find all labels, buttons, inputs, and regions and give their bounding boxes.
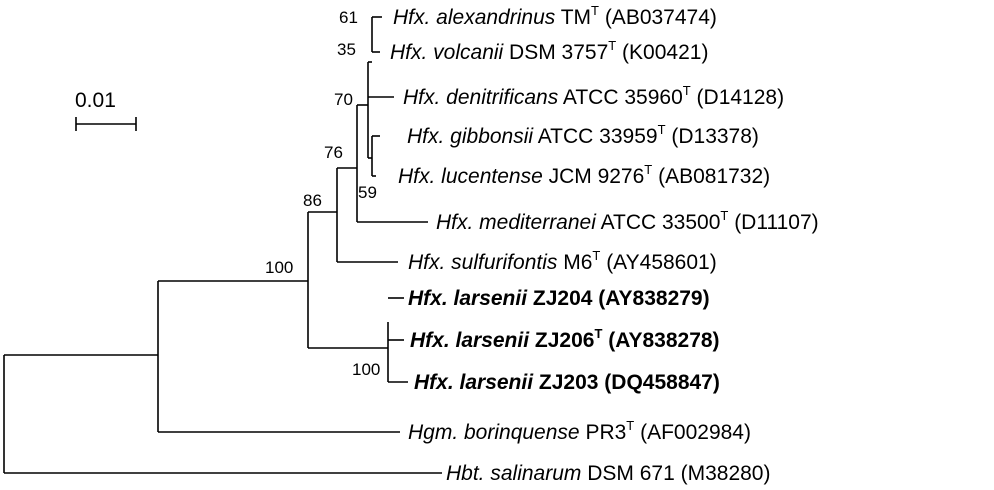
taxon-strain: ATCC 33959	[533, 125, 658, 148]
taxon-species-name: Hfx. denitrificans	[403, 86, 559, 109]
bootstrap-100-upper: 100	[265, 258, 293, 277]
type-strain-mark: T	[594, 326, 602, 341]
taxon-label: Hfx. larsenii ZJ206T (AY838278)	[410, 326, 720, 352]
taxon-strain: M6	[557, 251, 592, 274]
taxon-accession: (AY458601)	[600, 251, 716, 274]
type-strain-mark: T	[591, 3, 599, 18]
taxon-strain: ATCC 33500	[596, 211, 721, 234]
taxon-accession: (D11107)	[728, 211, 818, 234]
taxon-species-name: Hfx. mediterranei	[436, 211, 597, 234]
taxon-label: Hfx. denitrificans ATCC 35960T (D14128)	[403, 83, 784, 109]
taxon-species-name: Hfx. lucentense	[398, 165, 543, 188]
taxon-species-name: Hfx. volcanii	[390, 41, 505, 64]
taxon-species-name: Hfx. gibbonsii	[407, 125, 534, 148]
type-strain-mark: T	[720, 208, 728, 223]
taxon-accession: (D13378)	[666, 125, 759, 148]
taxon-species-name: Hfx. larsenii	[408, 287, 528, 310]
bootstrap-61: 61	[339, 8, 358, 27]
taxon-strain: ZJ203	[533, 371, 598, 394]
taxon-accession: (DQ458847)	[598, 371, 719, 394]
type-strain-mark: T	[644, 162, 652, 177]
taxon-label: Hfx. lucentense JCM 9276T (AB081732)	[398, 162, 770, 188]
taxon-strain: PR3	[580, 421, 627, 444]
taxon-label: Hbt. salinarum DSM 671 (M38280)	[446, 462, 770, 485]
bootstrap-35: 35	[337, 40, 356, 59]
bootstrap-100-larsenii: 100	[352, 360, 380, 379]
taxon-species-name: Hfx. sulfurifontis	[408, 251, 558, 274]
bootstrap-59: 59	[358, 183, 377, 202]
bootstrap-70: 70	[334, 90, 353, 109]
type-strain-mark: T	[592, 248, 600, 263]
type-strain-mark: T	[608, 38, 616, 53]
taxon-strain: ZJ204	[527, 287, 593, 310]
taxon-accession: (AY838279)	[592, 287, 709, 310]
scale-bar-label: 0.01	[75, 89, 116, 112]
taxon-strain: ZJ206	[529, 329, 594, 352]
taxon-label: Hfx. alexandrinus TMT (AB037474)	[393, 3, 717, 29]
taxon-label: Hfx. gibbonsii ATCC 33959T (D13378)	[407, 122, 759, 148]
taxon-strain: JCM 9276	[543, 165, 645, 188]
bootstrap-86: 86	[303, 191, 322, 210]
taxon-species-name: Hfx. larsenii	[414, 371, 534, 394]
taxon-species-name: Hfx. alexandrinus	[393, 6, 556, 29]
taxon-label: Hfx. larsenii ZJ204 (AY838279)	[408, 287, 710, 310]
taxon-strain: ATCC 35960	[558, 86, 683, 109]
tree-branches	[3, 16, 442, 474]
taxon-label: Hfx. mediterranei ATCC 33500T (D11107)	[436, 208, 819, 234]
taxon-accession: (AB037474)	[599, 6, 717, 29]
taxon-strain: DSM 3757	[503, 41, 608, 64]
taxon-label: Hfx. volcanii DSM 3757T (K00421)	[390, 38, 708, 64]
taxon-accession: (AY838278)	[602, 329, 719, 352]
taxon-species-name: Hfx. larsenii	[410, 329, 530, 352]
taxon-accession: (M38280)	[675, 462, 771, 485]
taxon-accession: (AF002984)	[634, 421, 751, 444]
scale-bar: 0.01	[75, 89, 137, 131]
taxon-species-name: Hbt. salinarum	[446, 462, 581, 485]
bootstrap-76: 76	[324, 143, 343, 162]
taxon-accession: (D14128)	[691, 86, 784, 109]
type-strain-mark: T	[683, 83, 691, 98]
bootstrap-values: 61 35 70 59 76 86 100 100	[265, 8, 380, 379]
type-strain-mark: T	[626, 418, 634, 433]
taxon-strain: DSM 671	[581, 462, 674, 485]
taxon-label: Hgm. borinquense PR3T (AF002984)	[408, 418, 751, 444]
taxon-label: Hfx. sulfurifontis M6T (AY458601)	[408, 248, 717, 274]
type-strain-mark: T	[658, 122, 666, 137]
taxon-labels: Hfx. alexandrinus TMT (AB037474)Hfx. vol…	[390, 3, 819, 485]
taxon-accession: (AB081732)	[652, 165, 770, 188]
taxon-accession: (K00421)	[616, 41, 708, 64]
taxon-label: Hfx. larsenii ZJ203 (DQ458847)	[414, 371, 720, 394]
taxon-strain: TM	[555, 6, 591, 29]
taxon-species-name: Hgm. borinquense	[408, 421, 580, 444]
